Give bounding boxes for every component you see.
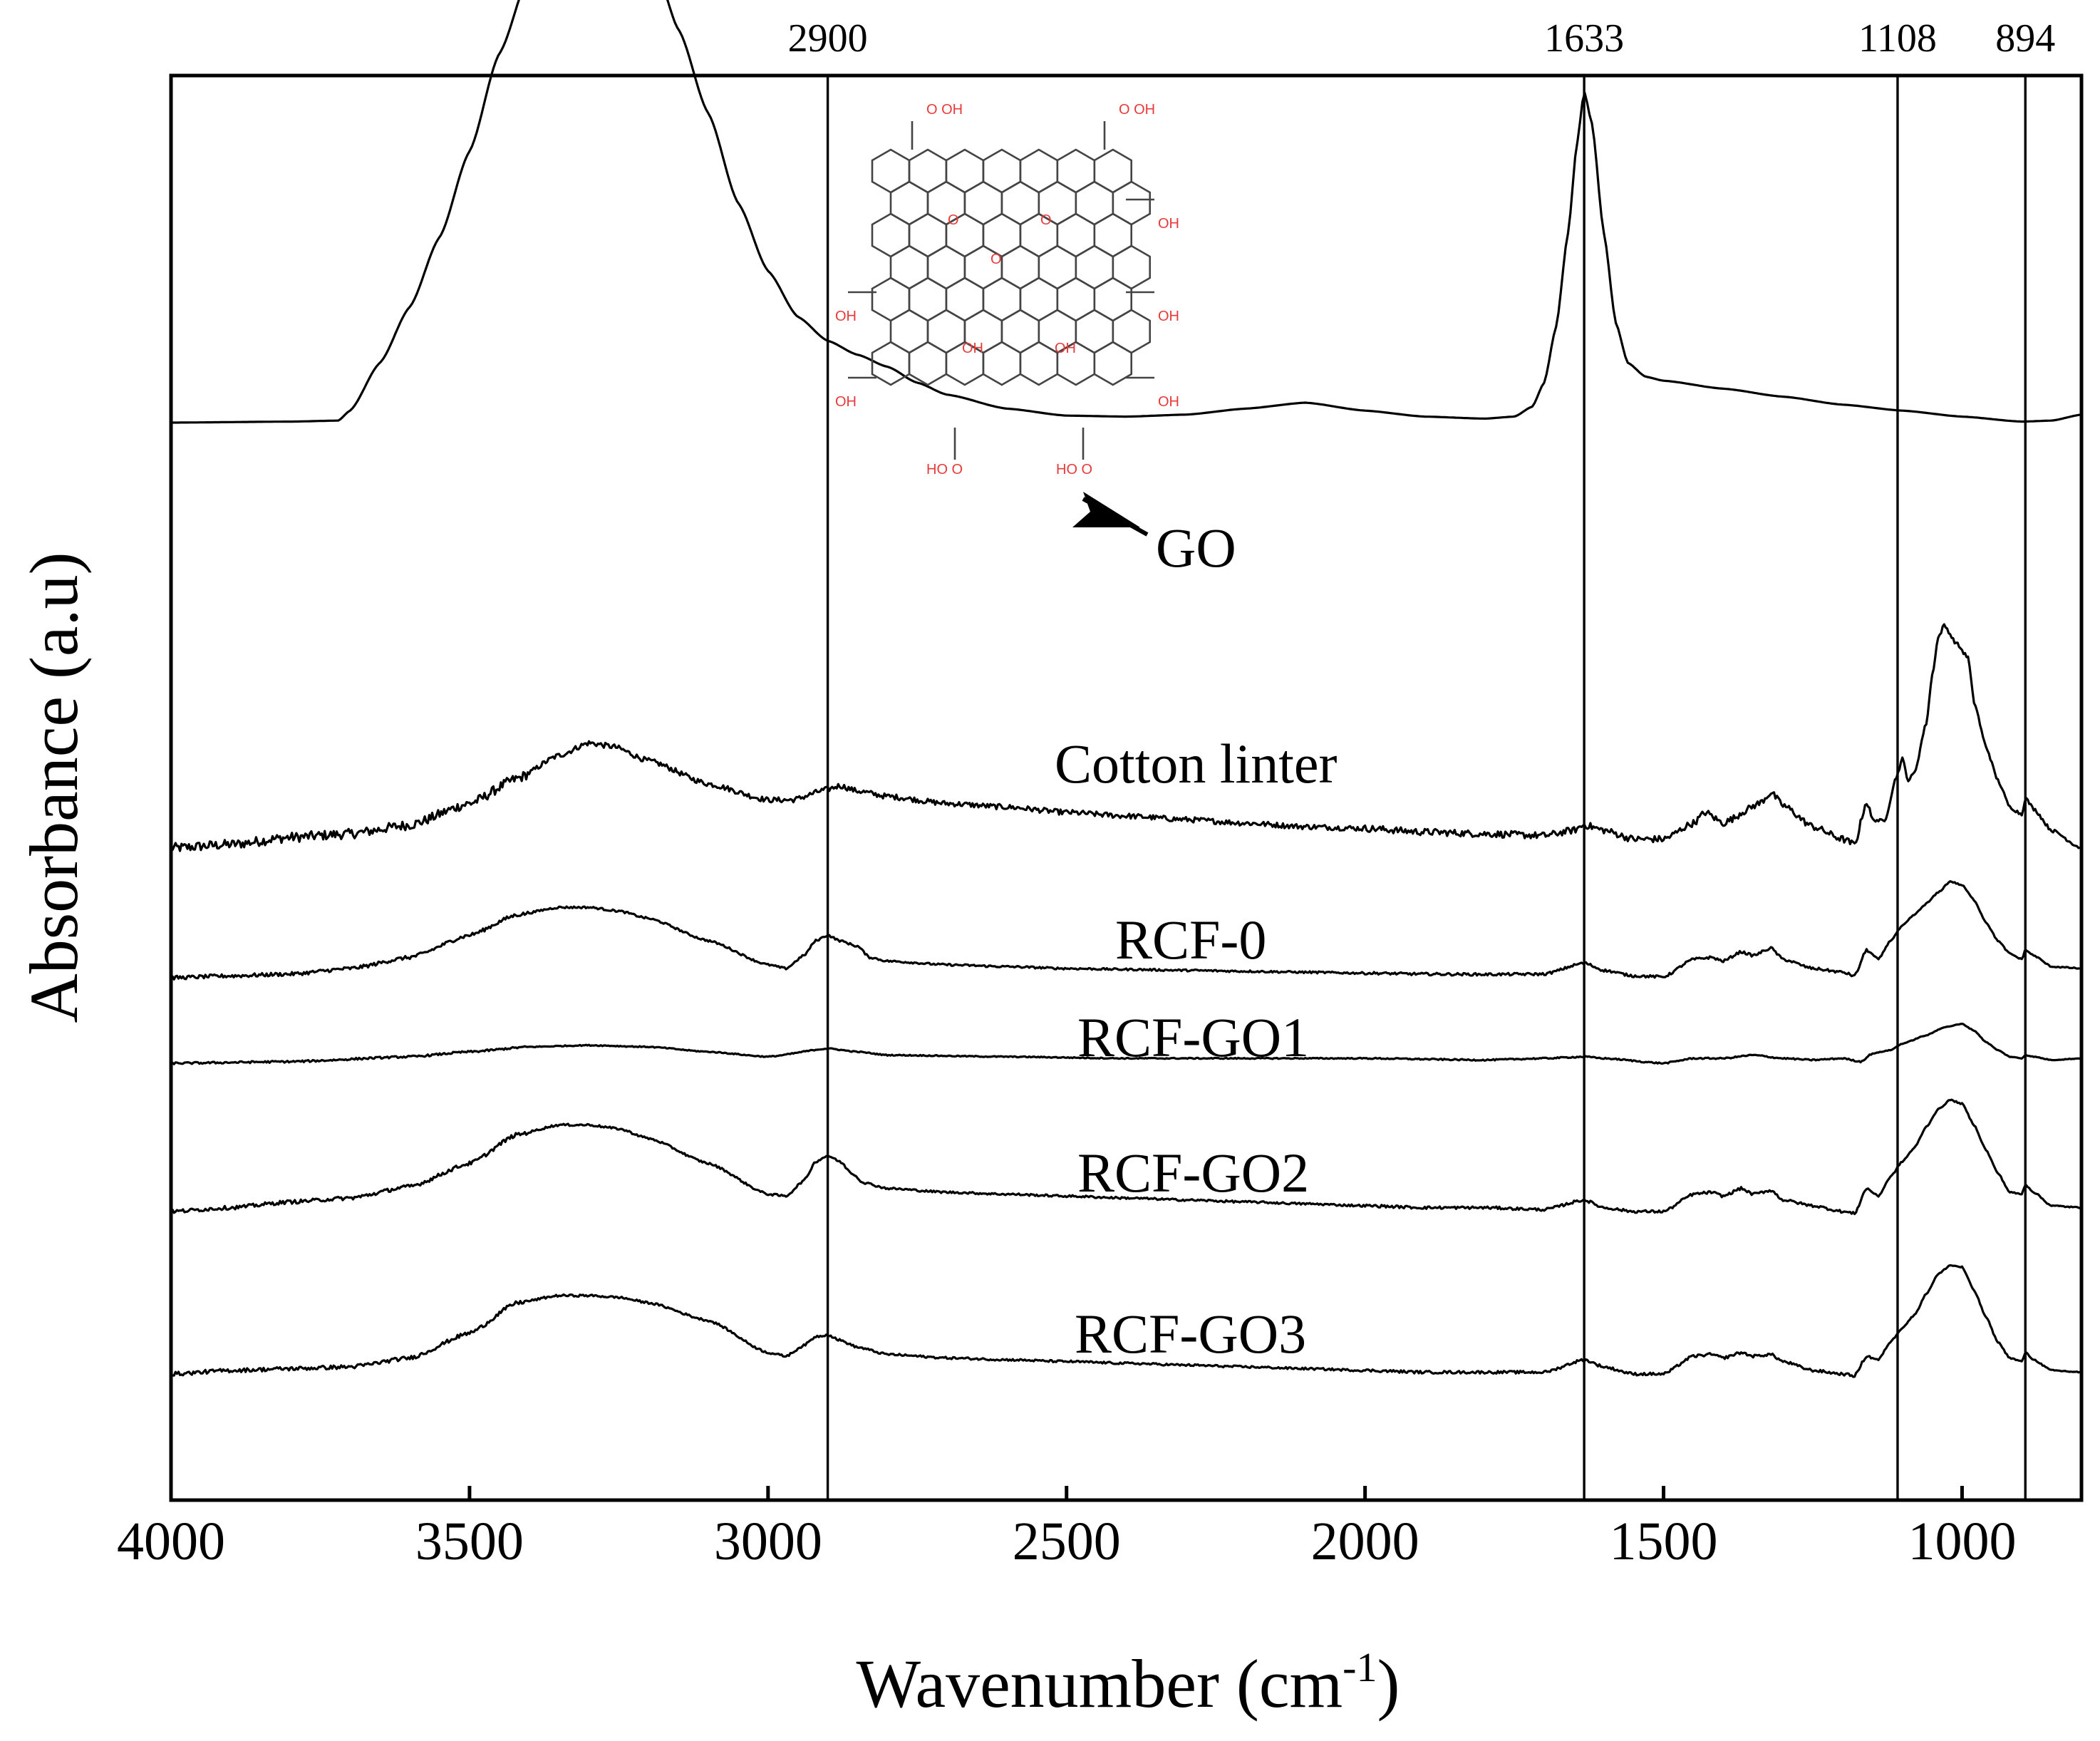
inset-atom-label: OH (1055, 341, 1076, 356)
inset-atom-label: O OH (1119, 102, 1155, 118)
label-rcf-go2: RCF-GO2 (1077, 1142, 1309, 1204)
reference-label-1633: 1633 (1544, 16, 1624, 61)
inset-atom-label: OH (1158, 309, 1179, 324)
spectrum-rcf-go3 (170, 1264, 2082, 1378)
spectrum-cotton-linter (170, 623, 2081, 852)
y-axis-title: Absorbance (a.u) (16, 552, 92, 1023)
label-go: GO (1156, 517, 1236, 579)
inset-atom-label: O (948, 212, 959, 228)
reference-label-2900: 2900 (788, 16, 868, 61)
reference-label-894: 894 (1995, 16, 2055, 61)
x-tick-label-3500: 3500 (415, 1512, 524, 1571)
reference-lines: 2900 1633 1108 894 (788, 16, 2055, 1500)
x-tick-label-1000: 1000 (1908, 1512, 2016, 1571)
inset-atom-label: OH (962, 341, 983, 356)
spectrum-rcf-go1 (170, 1023, 2082, 1065)
spectrum-rcf-0 (170, 880, 2082, 981)
inset-atom-label: OH (1158, 394, 1179, 410)
x-tick-label-2500: 2500 (1013, 1512, 1121, 1571)
x-tick-label-2000: 2000 (1311, 1512, 1419, 1571)
spectrum-go (171, 0, 2082, 424)
reference-label-1108: 1108 (1858, 16, 1937, 61)
graphene-oxide-structure: O OH O OH OH OH OH OH OH HO O HO O O O O OH OH (835, 102, 1179, 477)
spectra (170, 0, 2082, 1378)
x-tick-label-1500: 1500 (1610, 1512, 1718, 1571)
inset-hexagon (1093, 341, 1133, 386)
inset-atom-label: OH (835, 309, 857, 324)
label-cotton-linter: Cotton linter (1055, 733, 1338, 795)
go-arrow-shaft (1082, 497, 1149, 537)
inset-atom-label: O (990, 252, 1002, 267)
inset-functional-groups: O OH O OH OH OH OH OH OH HO O HO O O O O OH OH (835, 102, 1179, 477)
inset-atom-label: O OH (926, 102, 963, 118)
x-tick-label-4000: 4000 (117, 1512, 225, 1571)
inset-atom-label: OH (1158, 216, 1179, 232)
spectrum-rcf-go2 (170, 1098, 2082, 1216)
inset-atom-label: O (1040, 212, 1052, 228)
label-rcf-go1: RCF-GO1 (1077, 1006, 1309, 1068)
x-axis-ticks: 4000 3500 3000 2500 2000 1500 1000 (117, 1486, 2016, 1571)
inset-atom-label: OH (835, 394, 857, 410)
inset-atom-label: HO O (1056, 462, 1092, 477)
inset-atom-label: HO O (926, 462, 963, 477)
label-rcf-go3: RCF-GO3 (1075, 1303, 1306, 1365)
x-axis-title: Wavenumber (cm-1) (857, 1644, 1400, 1722)
x-tick-label-3000: 3000 (714, 1512, 822, 1571)
inset-hexagon-lattice (871, 148, 1152, 386)
inset-hexagon (908, 341, 948, 386)
inset-hexagon (1019, 341, 1059, 386)
plot-frame (169, 73, 2084, 1502)
label-rcf-0: RCF-0 (1115, 909, 1266, 971)
inset-hexagon (982, 341, 1022, 386)
